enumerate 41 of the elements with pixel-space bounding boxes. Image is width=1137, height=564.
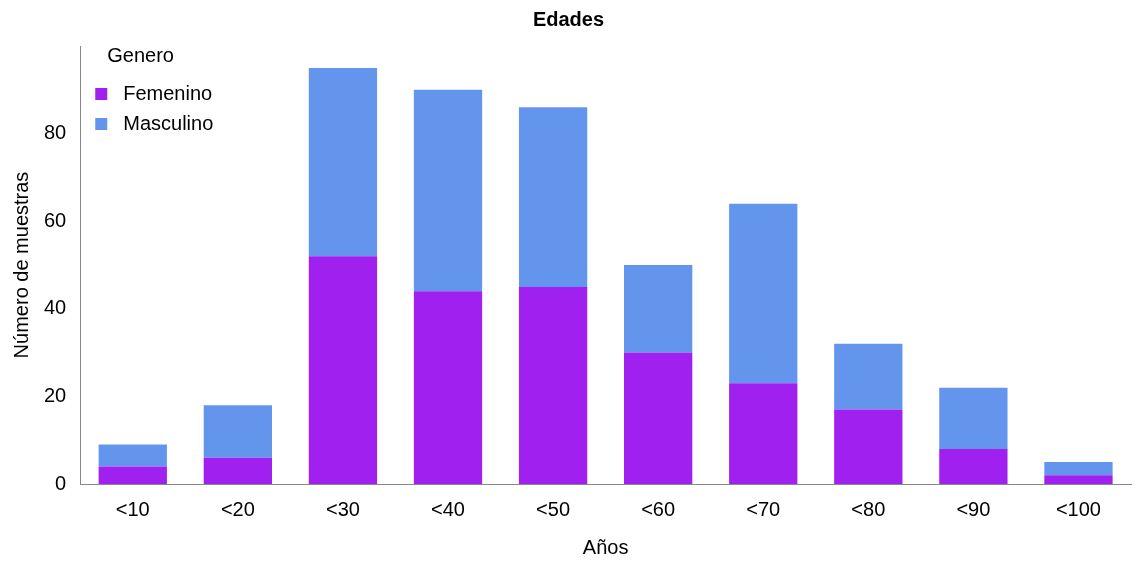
- y-axis-title: Número de muestras: [9, 171, 32, 359]
- bar: [98, 444, 167, 467]
- bar: [729, 383, 798, 484]
- x-tick-label: <30: [325, 497, 360, 520]
- chart-title: Edades: [532, 7, 605, 30]
- x-tick-label: <100: [1055, 497, 1101, 520]
- bar: [729, 203, 798, 384]
- bar: [98, 466, 167, 484]
- bar: [1044, 475, 1113, 484]
- bar: [834, 343, 903, 410]
- y-tick-label: 20: [44, 383, 67, 406]
- y-tick-label: 0: [55, 471, 67, 494]
- legend-title: Genero: [107, 43, 174, 66]
- x-tick-label: <10: [115, 497, 150, 520]
- y-tick-label: 80: [44, 121, 67, 144]
- x-axis-title: Años: [582, 535, 629, 558]
- bar: [518, 286, 588, 484]
- x-tick-label: <80: [851, 497, 886, 520]
- bar: [624, 265, 693, 353]
- bar: [203, 405, 273, 458]
- y-tick-label: 60: [44, 208, 67, 231]
- bar: [308, 256, 378, 484]
- x-tick-label: <20: [220, 497, 255, 520]
- bar: [939, 448, 1008, 484]
- legend-label: Femenino: [123, 81, 213, 104]
- x-tick-label: <70: [746, 497, 781, 520]
- bar: [624, 352, 693, 484]
- bar: [518, 107, 588, 287]
- legend-label: Masculino: [123, 111, 214, 134]
- x-tick-label: <40: [431, 497, 465, 520]
- bar: [834, 409, 903, 484]
- bar: [413, 291, 483, 484]
- bar: [203, 457, 273, 484]
- y-tick-label: 40: [44, 296, 67, 319]
- x-tick-label: <60: [641, 497, 676, 520]
- bar: [308, 67, 378, 257]
- bar: [939, 387, 1008, 449]
- x-tick-label: <50: [536, 497, 571, 520]
- bar: [413, 89, 483, 292]
- bar: [1044, 462, 1113, 476]
- x-tick-label: <90: [956, 497, 991, 520]
